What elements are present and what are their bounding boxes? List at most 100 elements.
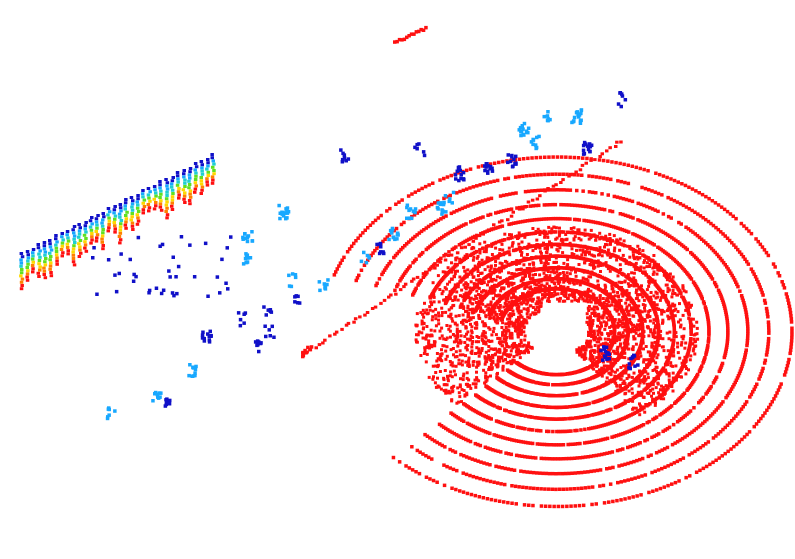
ground-point <box>689 325 693 329</box>
ground-point <box>657 449 662 454</box>
ground-point <box>648 240 653 245</box>
ground-point <box>516 319 520 323</box>
ground-point <box>502 421 506 426</box>
ground-point <box>693 210 697 214</box>
ground-point <box>646 372 650 376</box>
ground-point <box>397 249 401 254</box>
ground-point <box>561 290 565 294</box>
ground-point <box>752 387 756 392</box>
ground-point <box>517 157 522 161</box>
ground-point <box>613 370 617 374</box>
ground-point <box>482 368 486 372</box>
ground-point <box>393 253 398 258</box>
ground-point <box>471 302 475 306</box>
ground-point <box>671 364 675 368</box>
ground-point <box>633 476 637 480</box>
ground-point <box>568 172 573 177</box>
ground-point <box>629 428 634 433</box>
ground-point <box>637 304 641 308</box>
ground-point <box>559 155 564 159</box>
ground-point <box>655 226 659 231</box>
ground-point <box>692 347 696 351</box>
ground-point <box>450 375 454 379</box>
ground-point <box>776 388 781 392</box>
ground-point <box>475 365 479 369</box>
ground-point <box>362 263 367 267</box>
ground-point <box>762 248 767 252</box>
ground-point <box>611 300 615 304</box>
ground-point <box>656 331 661 335</box>
ground-point <box>522 256 526 260</box>
ground-point <box>587 330 590 334</box>
ground-point <box>444 214 448 218</box>
ground-point <box>531 204 535 208</box>
ground-point <box>528 441 533 445</box>
ground-point <box>541 268 545 272</box>
ground-point <box>384 266 388 270</box>
ground-point <box>520 454 524 458</box>
ground-point <box>600 423 605 428</box>
ground-point <box>450 430 454 435</box>
ground-point <box>573 428 577 433</box>
ground-point <box>495 481 500 485</box>
ground-point <box>598 424 603 428</box>
ground-point <box>663 447 667 451</box>
ground-point <box>611 465 615 470</box>
ground-point <box>531 428 535 432</box>
ground-point <box>506 467 511 471</box>
ground-point <box>491 296 495 300</box>
ground-point <box>790 329 794 334</box>
ground-point <box>594 453 599 458</box>
ground-point <box>485 478 489 483</box>
ground-point <box>787 357 791 362</box>
ground-point <box>519 249 522 253</box>
ground-point <box>457 434 461 438</box>
ground-point <box>724 312 728 317</box>
ground-point <box>707 333 711 337</box>
ground-point <box>517 425 521 430</box>
ground-point <box>471 219 475 223</box>
ground-point <box>581 455 585 460</box>
ground-point <box>531 470 536 475</box>
ground-point <box>483 430 488 434</box>
ground-point <box>556 280 560 283</box>
ground-point <box>630 387 634 391</box>
ground-point <box>687 453 691 457</box>
ground-point <box>764 353 769 357</box>
ground-point <box>500 224 505 228</box>
ground-point <box>736 412 740 416</box>
ground-point <box>638 441 642 445</box>
ground-point <box>657 263 660 267</box>
ground-point <box>704 268 708 272</box>
ground-point <box>540 442 544 447</box>
ground-point <box>536 296 540 300</box>
ground-point <box>538 442 542 446</box>
ground-point <box>505 437 510 441</box>
ground-point <box>627 303 631 307</box>
ground-point <box>654 451 659 455</box>
ground-point <box>492 317 496 321</box>
ground-point <box>757 377 761 381</box>
ground-point <box>463 334 467 338</box>
ground-point <box>438 442 442 446</box>
ground-point <box>629 360 633 364</box>
ground-point <box>428 346 431 350</box>
ground-point <box>661 289 665 293</box>
ground-point <box>615 498 619 503</box>
ground-point <box>543 246 547 250</box>
ground-point <box>533 189 537 193</box>
ground-point <box>772 397 776 401</box>
ground-point <box>627 230 631 234</box>
ground-point <box>450 277 454 281</box>
ground-point <box>540 283 544 287</box>
ground-point <box>524 284 528 288</box>
ground-point <box>643 303 647 307</box>
ground-point <box>460 206 465 211</box>
ground-point <box>647 419 651 424</box>
ground-point <box>402 220 406 225</box>
ground-point <box>597 206 601 211</box>
ground-point <box>594 206 599 210</box>
ground-point <box>544 268 548 272</box>
ground-point <box>704 241 708 245</box>
ground-point <box>663 428 668 432</box>
